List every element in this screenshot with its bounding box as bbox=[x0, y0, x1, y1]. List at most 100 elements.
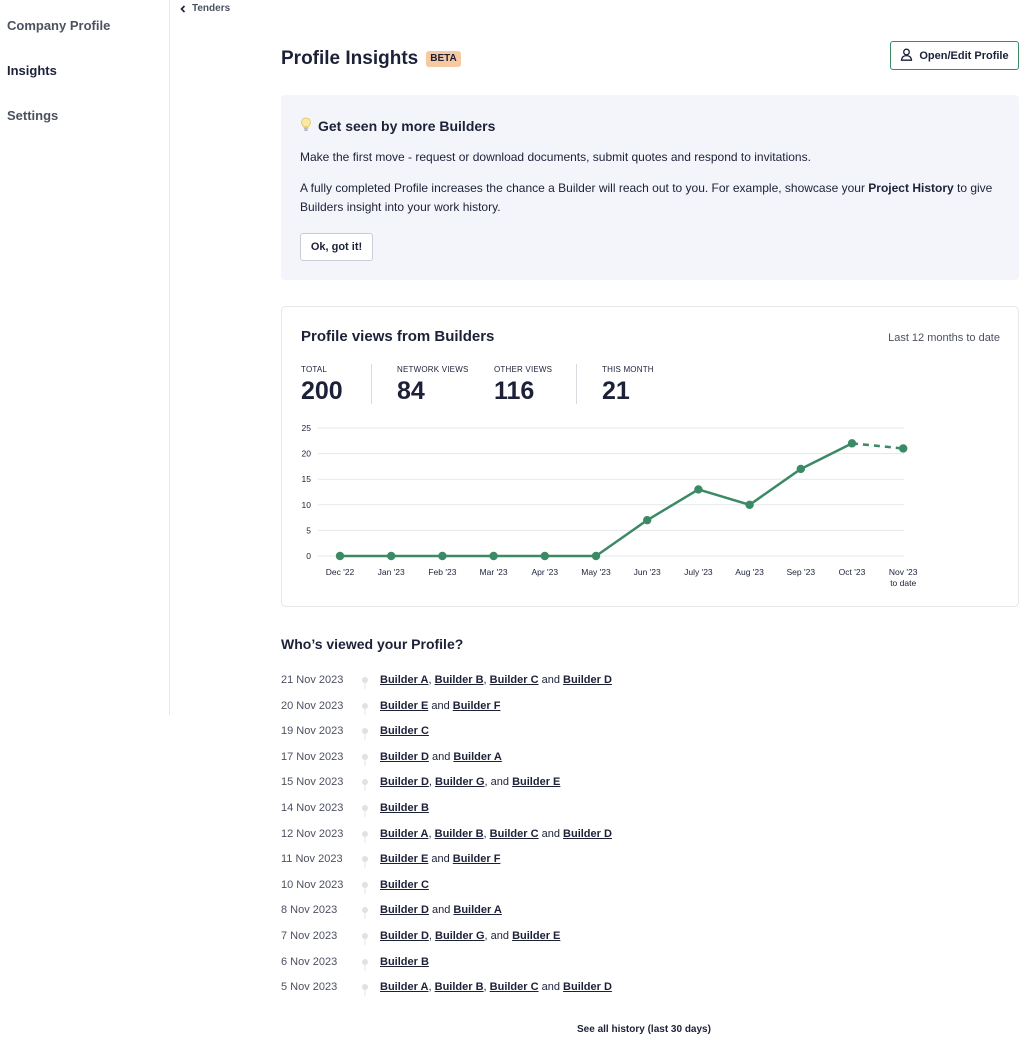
builder-link[interactable]: Builder B bbox=[434, 981, 484, 994]
builder-link[interactable]: Builder D bbox=[563, 827, 612, 840]
builder-link[interactable]: Builder G bbox=[435, 929, 485, 942]
beta-badge: BETA bbox=[426, 51, 461, 67]
x-tick-label: Apr '23 bbox=[531, 567, 558, 577]
builder-link[interactable]: Builder A bbox=[453, 904, 502, 917]
viewer-names: Builder A, Builder B, Builder C and Buil… bbox=[380, 981, 612, 993]
builder-link[interactable]: Builder C bbox=[489, 827, 539, 840]
viewer-names: Builder C bbox=[380, 879, 429, 891]
data-point[interactable] bbox=[847, 439, 857, 448]
data-point[interactable] bbox=[796, 464, 805, 474]
builder-link[interactable]: Builder C bbox=[380, 725, 429, 738]
separator-text: and bbox=[428, 699, 453, 712]
timeline-pin-icon bbox=[361, 855, 369, 869]
builder-link[interactable]: Builder C bbox=[489, 981, 539, 994]
timeline-pin-icon bbox=[361, 753, 369, 767]
data-point[interactable] bbox=[540, 551, 549, 561]
builder-link[interactable]: Builder A bbox=[380, 827, 429, 840]
builder-link[interactable]: Builder G bbox=[435, 776, 485, 789]
tip-line-2-start: A fully completed Profile increases the … bbox=[300, 181, 869, 195]
y-tick-label: 5 bbox=[306, 525, 311, 535]
separator-text: , bbox=[483, 674, 490, 686]
user-icon bbox=[900, 48, 913, 64]
viewer-date: 8 Nov 2023 bbox=[281, 904, 338, 917]
data-point[interactable] bbox=[335, 551, 345, 561]
viewer-date: 19 Nov 2023 bbox=[281, 725, 344, 738]
viewer-names: Builder E and Builder F bbox=[380, 700, 500, 712]
viewer-row: 7 Nov 2023 Builder D, Builder G, and Buil… bbox=[281, 924, 881, 950]
viewer-names: Builder D and Builder A bbox=[380, 751, 502, 763]
sidebar-item-insights[interactable]: Insights bbox=[7, 63, 57, 78]
builder-link[interactable]: Builder F bbox=[452, 853, 501, 866]
builder-link[interactable]: Builder A bbox=[453, 750, 502, 763]
breadcrumb-back-link[interactable]: Tenders bbox=[180, 3, 230, 14]
viewer-row: 15 Nov 2023 Builder D, Builder G, and Bui… bbox=[281, 770, 881, 796]
stat-network-views: NETWORK VIEWS 84 bbox=[397, 365, 469, 406]
builder-link[interactable]: Builder D bbox=[380, 776, 429, 789]
x-tick-label: Feb '23 bbox=[428, 567, 456, 577]
viewer-names: Builder D and Builder A bbox=[380, 904, 502, 916]
viewer-row: 14 Nov 2023 Builder B bbox=[281, 796, 881, 822]
timeline-pin-icon bbox=[361, 676, 369, 690]
separator-text: , bbox=[428, 929, 436, 942]
series-line-projected bbox=[851, 442, 904, 450]
builder-link[interactable]: Builder D bbox=[380, 750, 429, 763]
viewer-date: 21 Nov 2023 bbox=[281, 674, 344, 686]
builder-link[interactable]: Builder A bbox=[380, 674, 429, 686]
project-history-text: Project History bbox=[868, 181, 954, 195]
builder-link[interactable]: Builder C bbox=[489, 674, 539, 686]
separator-text: , bbox=[428, 981, 435, 994]
data-point[interactable] bbox=[745, 500, 754, 509]
builder-link[interactable]: Builder E bbox=[512, 776, 561, 789]
separator-text: , bbox=[428, 674, 435, 686]
viewer-names: Builder B bbox=[380, 802, 429, 814]
builder-link[interactable]: Builder B bbox=[380, 955, 429, 968]
stat-label: NETWORK VIEWS bbox=[397, 365, 469, 374]
builder-link[interactable]: Builder D bbox=[563, 981, 612, 994]
x-tick-label: Nov '23 to date bbox=[889, 567, 918, 588]
sidebar-item-company-profile[interactable]: Company Profile bbox=[7, 18, 111, 33]
stat-this-month: THIS MONTH 21 bbox=[602, 365, 654, 406]
viewer-date: 6 Nov 2023 bbox=[281, 955, 338, 968]
builder-link[interactable]: Builder E bbox=[380, 699, 429, 712]
viewer-row: 19 Nov 2023 Builder C bbox=[281, 719, 881, 745]
data-point[interactable] bbox=[899, 444, 908, 453]
x-tick-label: Oct '23 bbox=[839, 567, 866, 577]
builder-link[interactable]: Builder F bbox=[452, 699, 501, 712]
sidebar-item-settings[interactable]: Settings bbox=[7, 108, 59, 123]
builder-link[interactable]: Builder A bbox=[380, 981, 429, 994]
viewers-title: Who’s viewed your Profile? bbox=[281, 636, 464, 652]
timeline-pin-icon bbox=[361, 906, 369, 920]
data-point[interactable] bbox=[643, 515, 652, 525]
x-tick-label: Sep '23 bbox=[787, 567, 816, 577]
period-label: Last 12 months to date bbox=[888, 332, 1000, 344]
open-edit-profile-label: Open/Edit Profile bbox=[919, 49, 1009, 62]
separator-text: and bbox=[428, 853, 453, 866]
tip-title-text: Get seen by more Builders bbox=[318, 118, 496, 134]
data-point[interactable] bbox=[438, 551, 447, 561]
viewer-names: Builder D, Builder G, and Builder E bbox=[380, 930, 560, 942]
open-edit-profile-button[interactable]: Open/Edit Profile bbox=[890, 41, 1019, 70]
builder-link[interactable]: Builder E bbox=[380, 853, 429, 866]
viewer-names: Builder B bbox=[380, 956, 429, 968]
builder-link[interactable]: Builder B bbox=[380, 801, 429, 814]
data-point[interactable] bbox=[387, 551, 396, 561]
x-tick-label: May '23 bbox=[581, 567, 611, 577]
builder-link[interactable]: Builder C bbox=[380, 878, 429, 891]
see-all-history-link[interactable]: See all history (last 30 days) bbox=[577, 1024, 711, 1035]
builder-link[interactable]: Builder E bbox=[512, 929, 561, 942]
builder-link[interactable]: Builder D bbox=[380, 929, 429, 942]
stat-value: 21 bbox=[602, 377, 630, 405]
builder-link[interactable]: Builder B bbox=[434, 674, 484, 686]
data-point[interactable] bbox=[591, 551, 601, 561]
timeline-pin-icon bbox=[361, 958, 369, 972]
ok-got-it-button[interactable]: Ok, got it! bbox=[300, 233, 373, 261]
data-point[interactable] bbox=[489, 551, 498, 561]
builder-link[interactable]: Builder D bbox=[563, 674, 612, 686]
builder-link[interactable]: Builder B bbox=[434, 827, 484, 840]
viewer-names: Builder C bbox=[380, 725, 429, 737]
data-point[interactable] bbox=[694, 485, 703, 494]
stat-label: OTHER VIEWS bbox=[494, 365, 553, 374]
timeline-pin-icon bbox=[361, 727, 369, 741]
stat-total: TOTAL 200 bbox=[301, 365, 343, 406]
builder-link[interactable]: Builder D bbox=[380, 904, 429, 917]
